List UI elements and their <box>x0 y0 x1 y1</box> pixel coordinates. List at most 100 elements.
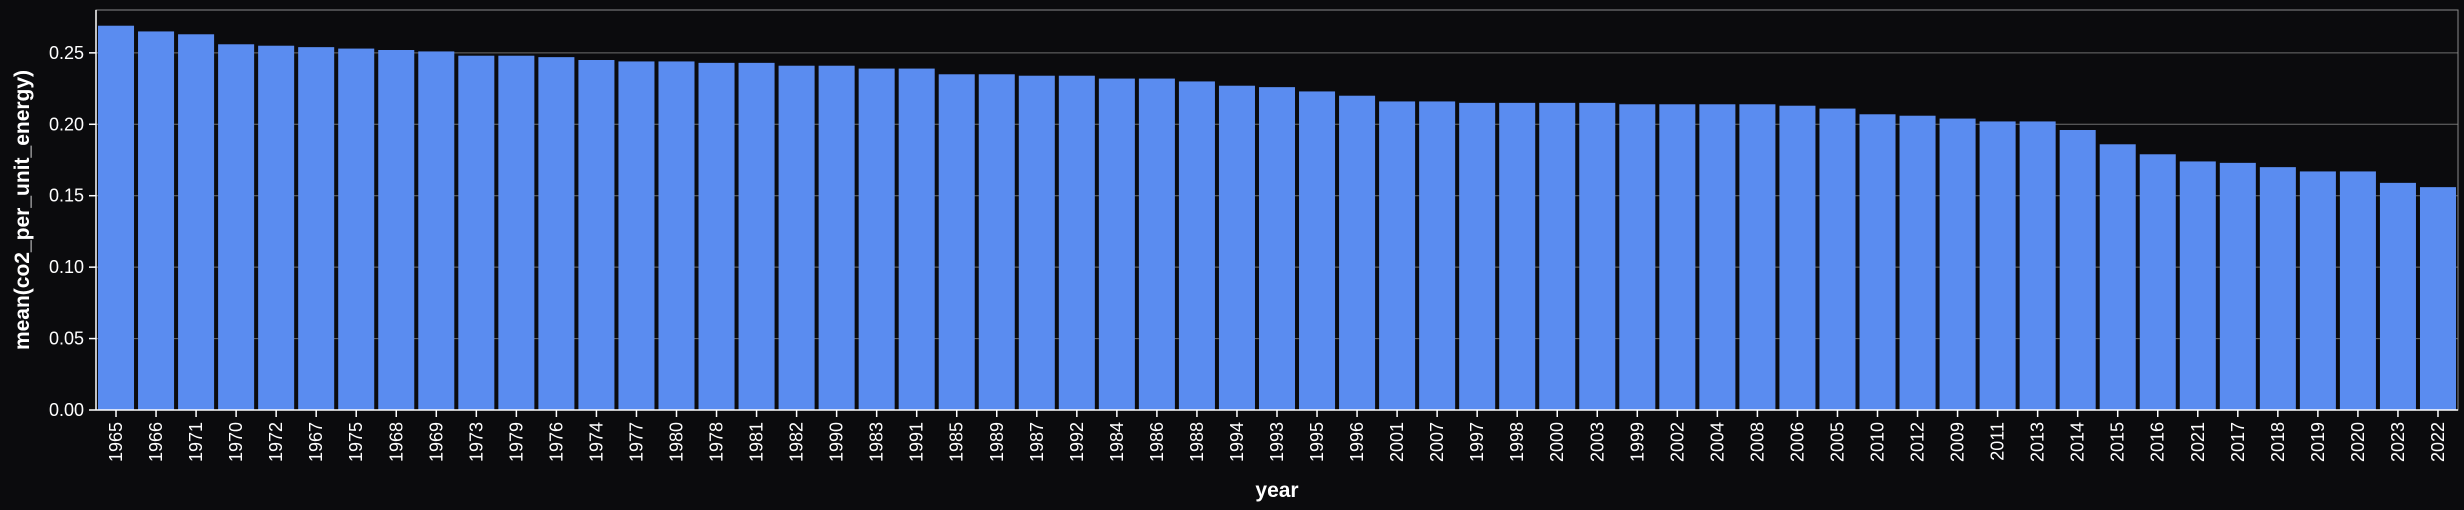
bar-2013 <box>2019 121 2056 410</box>
x-tick-label: 2019 <box>2308 422 2328 462</box>
bar-1978 <box>698 62 735 410</box>
x-tick-label: 1971 <box>186 422 206 462</box>
x-tick-label: 2020 <box>2348 422 2368 462</box>
bar-1989 <box>978 74 1015 411</box>
x-tick-label: 1982 <box>787 422 807 462</box>
bar-2019 <box>2299 171 2336 410</box>
bar-2000 <box>1539 102 1576 410</box>
bar-1990 <box>818 65 855 410</box>
x-tick-label: 2006 <box>1787 422 1807 462</box>
bar-1993 <box>1258 87 1296 411</box>
x-tick-label: 1981 <box>747 422 767 462</box>
x-tick-label: 1993 <box>1267 422 1287 462</box>
x-tick-label: 2021 <box>2188 422 2208 462</box>
bar-2002 <box>1659 104 1696 411</box>
x-tick-label: 2000 <box>1547 422 1567 462</box>
bar-1973 <box>458 55 495 410</box>
x-tick-label: 1995 <box>1307 422 1327 462</box>
bar-1987 <box>1018 75 1055 410</box>
bar-2005 <box>1819 108 1856 411</box>
bar-1981 <box>738 62 775 410</box>
bar-1982 <box>778 65 815 410</box>
x-tick-label: 1990 <box>827 422 847 462</box>
bar-2016 <box>2139 154 2176 410</box>
bar-1997 <box>1459 102 1496 410</box>
x-tick-label: 2005 <box>1827 422 1847 462</box>
bar-1979 <box>498 55 535 410</box>
bar-2014 <box>2059 130 2096 410</box>
x-tick-label: 1996 <box>1347 422 1367 462</box>
x-tick-label: 2022 <box>2428 422 2448 462</box>
x-tick-label: 1969 <box>426 422 446 462</box>
bar-1965 <box>98 25 135 410</box>
bar-1975 <box>338 48 375 410</box>
bar-2001 <box>1379 101 1416 410</box>
x-tick-label: 1968 <box>386 422 406 462</box>
bar-2015 <box>2099 144 2136 411</box>
bar-1974 <box>578 60 615 410</box>
bar-1966 <box>138 31 175 411</box>
y-tick-label: 0.05 <box>49 329 84 349</box>
bar-1986 <box>1138 78 1175 411</box>
x-tick-label: 2011 <box>1988 422 2008 461</box>
bar-1967 <box>298 47 335 411</box>
x-tick-label: 2014 <box>2068 422 2088 462</box>
x-tick-label: 1980 <box>666 422 686 462</box>
x-tick-label: 1972 <box>266 422 286 462</box>
bar-2004 <box>1699 104 1736 411</box>
x-tick-label: 2001 <box>1387 422 1407 462</box>
bar-1985 <box>938 74 975 411</box>
x-tick-label: 1978 <box>707 422 727 462</box>
bar-2008 <box>1739 104 1776 411</box>
bar-1977 <box>618 61 655 411</box>
y-tick-label: 0.00 <box>49 400 84 420</box>
x-tick-label: 1975 <box>346 422 366 462</box>
bar-2003 <box>1579 102 1616 410</box>
x-tick-label: 1977 <box>626 422 646 462</box>
bar-1991 <box>898 68 935 411</box>
bar-1996 <box>1339 95 1376 410</box>
x-tick-label: 1966 <box>146 422 166 462</box>
bar-2012 <box>1899 115 1936 410</box>
x-tick-label: 2017 <box>2228 422 2248 462</box>
x-tick-label: 1973 <box>466 422 486 462</box>
bar-1969 <box>418 51 455 411</box>
bars <box>98 25 2456 411</box>
x-tick-label: 1985 <box>947 422 967 462</box>
x-tick-label: 1965 <box>106 422 126 462</box>
x-axis-title: year <box>1255 479 1298 502</box>
x-tick-label: 2008 <box>1747 422 1767 462</box>
bar-2011 <box>1979 121 2016 410</box>
y-axis-title: mean(co2_per_unit_energy) <box>11 70 34 350</box>
bar-1984 <box>1098 78 1135 411</box>
x-tick-label: 1967 <box>306 422 326 462</box>
x-tick-label: 1988 <box>1187 422 1207 462</box>
x-tick-label: 1976 <box>546 422 566 462</box>
bar-1994 <box>1218 85 1255 410</box>
x-tick-label: 2010 <box>1868 422 1888 462</box>
bar-1988 <box>1178 81 1215 410</box>
x-tick-label: 1986 <box>1147 422 1167 462</box>
x-tick-label: 2003 <box>1587 422 1607 462</box>
bar-2007 <box>1419 101 1456 410</box>
bar-2020 <box>2339 171 2376 410</box>
x-tick-label: 1998 <box>1507 422 1527 462</box>
bar-2022 <box>2419 187 2456 410</box>
x-tick-label: 2007 <box>1427 422 1447 462</box>
bar-1970 <box>218 44 255 411</box>
x-tick-label: 2012 <box>1908 422 1928 462</box>
x-tick-label: 1997 <box>1467 422 1487 462</box>
x-tick-label: 2015 <box>2108 422 2128 462</box>
x-tick-label: 2013 <box>2028 422 2048 462</box>
y-tick-label: 0.20 <box>49 114 84 134</box>
bar-1998 <box>1499 102 1536 410</box>
bar-1980 <box>658 61 695 411</box>
x-axis-ticks: 1965 1966 1971 1970 1972 1967 1975 1968 1969 1973… <box>106 410 2448 462</box>
bar-1972 <box>258 45 295 410</box>
x-tick-label: 2004 <box>1707 422 1727 462</box>
x-tick-label: 1987 <box>1027 422 1047 462</box>
bar-1976 <box>538 57 575 411</box>
bar-2017 <box>2219 162 2256 410</box>
bar-2006 <box>1779 105 1816 410</box>
